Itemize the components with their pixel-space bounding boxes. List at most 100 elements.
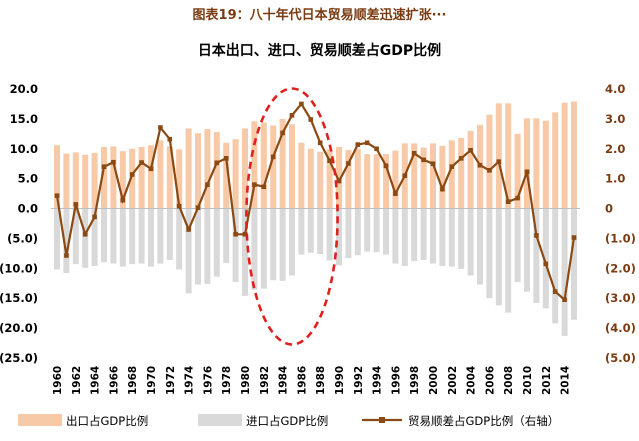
export-bar-2001 xyxy=(439,145,446,209)
import-bar-2015 xyxy=(571,208,577,320)
export-bar-1989 xyxy=(326,149,333,209)
balance-point-1981 xyxy=(252,182,257,187)
x-tick-label: 2010 xyxy=(522,366,534,395)
import-bar-1985 xyxy=(289,208,295,276)
x-tick-label: 2008 xyxy=(503,366,515,395)
right-tick-label: (4.0) xyxy=(605,321,636,335)
import-bar-1968 xyxy=(129,208,136,265)
balance-point-1974 xyxy=(186,227,191,232)
left-tick-label: 0.0 xyxy=(18,202,38,216)
export-bar-1980 xyxy=(242,128,248,209)
export-bar-1992 xyxy=(354,148,361,209)
export-bar-1969 xyxy=(138,146,145,209)
chart-title: 日本出口、进口、贸易顺差占GDP比例 xyxy=(197,43,442,59)
balance-point-1986 xyxy=(299,101,304,107)
balance-point-1973 xyxy=(176,203,182,209)
x-tick-label: 1988 xyxy=(315,366,327,395)
import-bar-2008 xyxy=(505,208,512,313)
import-bar-2011 xyxy=(533,208,540,304)
export-bar-1984 xyxy=(279,118,286,209)
balance-point-1991 xyxy=(346,161,351,166)
balance-point-1960 xyxy=(54,193,60,199)
import-bar-2004 xyxy=(467,208,474,276)
balance-point-1997 xyxy=(402,173,408,178)
balance-point-1966 xyxy=(111,159,116,165)
balance-point-2009 xyxy=(515,195,520,201)
import-bar-1974 xyxy=(185,208,192,294)
export-bar-2007 xyxy=(495,103,502,209)
right-tick-label: (2.0) xyxy=(605,261,636,275)
x-tick-label: 1966 xyxy=(108,366,120,395)
export-bar-1982 xyxy=(260,122,267,209)
balance-point-1980 xyxy=(242,231,248,237)
export-bar-1961 xyxy=(63,153,70,209)
balance-point-1977 xyxy=(214,160,220,166)
balance-point-2005 xyxy=(477,162,483,168)
import-bar-1983 xyxy=(270,208,277,281)
import-bar-1962 xyxy=(72,208,79,265)
balance-point-2012 xyxy=(543,261,549,267)
import-bar-1992 xyxy=(354,208,361,256)
balance-point-1999 xyxy=(421,157,426,163)
export-bar-1974 xyxy=(185,128,192,209)
import-bar-1963 xyxy=(82,208,89,268)
x-tick-label: 2002 xyxy=(447,366,459,395)
x-tick-label: 1996 xyxy=(390,366,402,395)
import-bar-1990 xyxy=(336,208,342,266)
export-bar-1994 xyxy=(373,154,380,209)
import-bar-1961 xyxy=(63,208,70,274)
export-bar-1968 xyxy=(129,148,136,209)
left-tick-label: (20.0) xyxy=(0,321,38,335)
export-bar-1990 xyxy=(336,146,342,209)
export-bar-2011 xyxy=(533,118,540,209)
figure-caption: 图表19：八十年代日本贸易顺差迅速扩张··· xyxy=(192,8,447,23)
x-tick-label: 1968 xyxy=(127,366,139,395)
import-bar-1965 xyxy=(101,208,107,263)
import-bar-1989 xyxy=(326,208,333,261)
export-bar-1967 xyxy=(119,151,126,209)
right-tick-label: 0 xyxy=(605,202,613,216)
import-bars xyxy=(54,208,577,336)
balance-point-1995 xyxy=(383,163,389,169)
right-tick-label: 1.0 xyxy=(605,172,625,186)
x-tick-label: 2004 xyxy=(466,366,478,395)
balance-point-1983 xyxy=(270,154,276,160)
x-tick-label: 1982 xyxy=(259,366,271,395)
balance-point-1987 xyxy=(308,117,314,122)
x-tick-label: 1986 xyxy=(296,366,308,395)
import-bar-1981 xyxy=(251,208,258,290)
balance-point-2013 xyxy=(552,289,558,294)
export-bar-1986 xyxy=(298,142,305,209)
export-bar-1991 xyxy=(345,149,352,209)
right-tick-label: 4.0 xyxy=(605,82,625,96)
left-tick-label: (25.0) xyxy=(0,351,38,365)
x-tick-label: 1974 xyxy=(184,366,196,395)
export-bar-1988 xyxy=(317,151,324,209)
trade-balance-line xyxy=(54,101,577,303)
import-bar-1998 xyxy=(411,208,418,262)
import-bar-1969 xyxy=(138,208,145,264)
balance-point-1975 xyxy=(195,205,201,210)
x-tick-label: 1976 xyxy=(202,366,214,395)
export-bar-1996 xyxy=(392,150,399,209)
export-bar-1999 xyxy=(420,147,427,209)
balance-point-1971 xyxy=(158,125,163,130)
import-bar-2005 xyxy=(477,208,483,285)
x-tick-label: 1978 xyxy=(221,366,233,395)
export-bar-2008 xyxy=(505,103,512,209)
export-bar-1995 xyxy=(383,154,389,209)
x-tick-label: 1972 xyxy=(165,366,177,395)
export-bar-2012 xyxy=(542,120,549,209)
export-bar-2004 xyxy=(467,130,474,209)
x-tick-label: 1962 xyxy=(71,366,83,395)
import-bar-2001 xyxy=(439,208,446,266)
balance-point-1996 xyxy=(393,191,398,196)
right-tick-label: 2.0 xyxy=(605,142,625,156)
export-bar-2015 xyxy=(571,101,577,209)
export-bar-1973 xyxy=(176,149,183,209)
left-tick-label: (10.0) xyxy=(0,261,38,275)
export-bar-2006 xyxy=(486,114,493,209)
export-bar-1976 xyxy=(204,129,211,209)
import-bar-2002 xyxy=(448,208,455,267)
